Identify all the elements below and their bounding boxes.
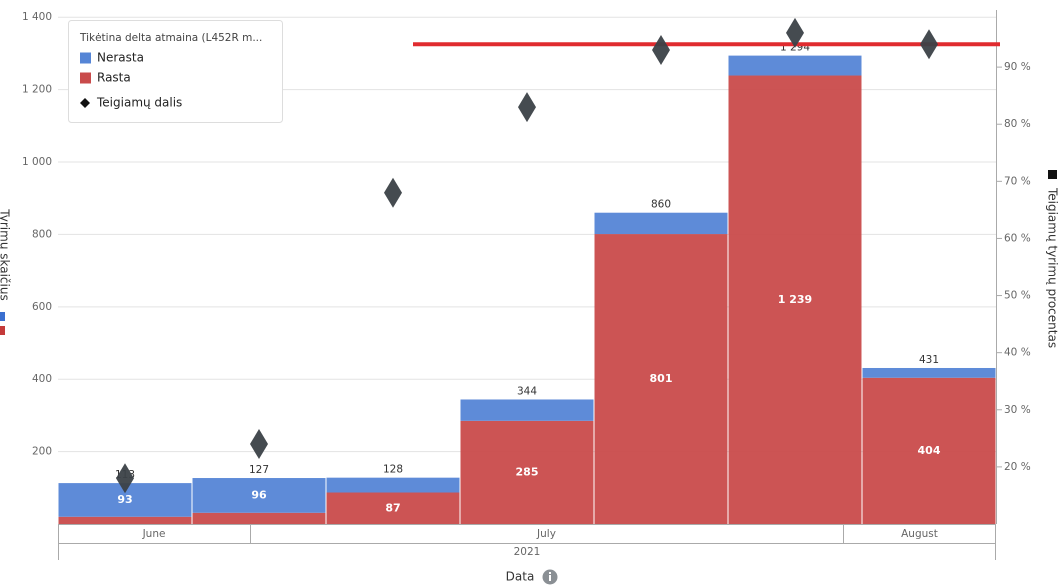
bar-segment bbox=[728, 55, 862, 76]
y-tick-label: 800 bbox=[32, 228, 52, 240]
y2-tick-label: 50 % bbox=[1004, 290, 1031, 302]
y-tick-label: 200 bbox=[32, 446, 52, 458]
bar-segment bbox=[728, 75, 862, 524]
y2-axis-swatch bbox=[1048, 170, 1057, 179]
value-label: 801 bbox=[650, 372, 673, 385]
bar-segment bbox=[192, 512, 326, 524]
y-axis-title: Tyrimų skaičius bbox=[0, 208, 12, 300]
total-label: 344 bbox=[517, 385, 537, 397]
y-axis-swatch bbox=[0, 312, 5, 321]
legend-label: Teigiamų dalis bbox=[96, 96, 182, 110]
bar-segment bbox=[326, 492, 460, 524]
x-axis-title: Data bbox=[506, 570, 535, 584]
y2-tick-label: 30 % bbox=[1004, 404, 1031, 416]
legend-swatch bbox=[80, 72, 91, 84]
y2-tick-label: 60 % bbox=[1004, 232, 1031, 244]
bar-segment bbox=[326, 477, 460, 493]
y2-axis-title: Teigiamų tyrimų procentas bbox=[1046, 187, 1060, 348]
info-icon bbox=[542, 569, 558, 585]
legend-title: Tikėtina delta atmaina (L452R m... bbox=[79, 32, 262, 44]
bar-segment bbox=[460, 420, 594, 524]
y2-tick-label: 20 % bbox=[1004, 461, 1031, 473]
x-group-label: August bbox=[901, 528, 938, 540]
value-label: 87 bbox=[385, 501, 400, 514]
value-label: 1 239 bbox=[778, 293, 812, 306]
value-label: 404 bbox=[918, 444, 941, 457]
diamond-marker bbox=[786, 17, 804, 48]
y2-tick-label: 90 % bbox=[1004, 61, 1031, 73]
legend-label: Rasta bbox=[97, 71, 131, 85]
bar-segment bbox=[192, 478, 326, 513]
bar-segment bbox=[862, 377, 996, 524]
total-label: 431 bbox=[919, 354, 939, 366]
legend-marker bbox=[80, 98, 90, 108]
legend-box bbox=[68, 20, 283, 123]
diamond-marker bbox=[250, 429, 268, 460]
diamond-marker bbox=[518, 92, 536, 123]
y-tick-label: 600 bbox=[32, 301, 52, 313]
diamond-marker bbox=[116, 463, 134, 494]
total-label: 128 bbox=[383, 464, 403, 476]
total-label: 127 bbox=[249, 464, 269, 476]
y-tick-label: 1 200 bbox=[22, 84, 52, 96]
x-axis-frame bbox=[58, 524, 996, 560]
value-label: 93 bbox=[117, 493, 132, 506]
y2-tick-label: 40 % bbox=[1004, 347, 1031, 359]
y2-tick-label: 80 % bbox=[1004, 118, 1031, 130]
diamond-marker bbox=[652, 34, 670, 65]
bar-segment bbox=[460, 399, 594, 421]
y-tick-label: 1 000 bbox=[22, 156, 52, 168]
value-label: 96 bbox=[251, 488, 267, 501]
legend-swatch bbox=[80, 52, 91, 64]
x-group-label: July bbox=[536, 528, 556, 540]
bar-segment bbox=[594, 234, 728, 525]
legend: Tikėtina delta atmaina (L452R m... Nerast… bbox=[68, 20, 283, 123]
bar-segment bbox=[862, 367, 996, 378]
legend-label: Nerasta bbox=[97, 51, 144, 65]
y-tick-label: 1 400 bbox=[22, 11, 52, 23]
x-group-label: June bbox=[142, 528, 166, 540]
y-tick-label: 400 bbox=[32, 373, 52, 385]
value-label: 285 bbox=[516, 465, 539, 478]
y2-tick-label: 70 % bbox=[1004, 175, 1031, 187]
bar-segment bbox=[58, 516, 192, 524]
y-axis-swatch bbox=[0, 326, 5, 335]
diamond-marker bbox=[384, 177, 402, 208]
diamond-marker bbox=[920, 29, 938, 60]
total-label: 860 bbox=[651, 199, 671, 211]
bar-segment bbox=[594, 212, 728, 235]
x-year-label: 2021 bbox=[514, 546, 541, 558]
